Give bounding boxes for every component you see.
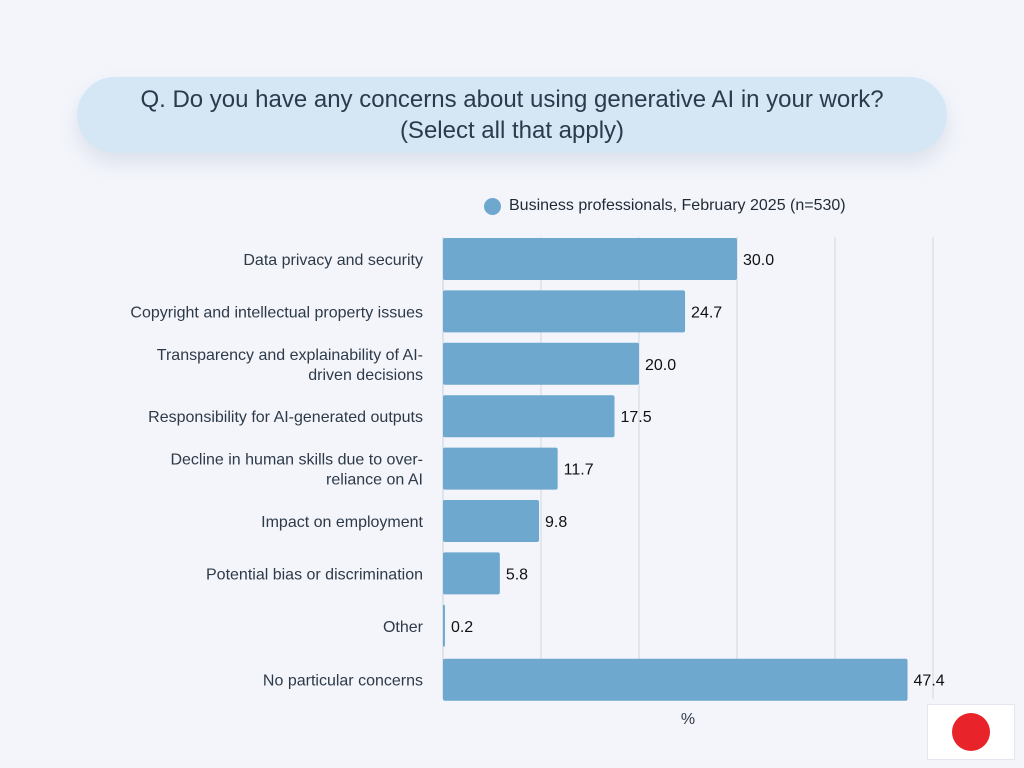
- legend-label: Business professionals, February 2025 (n…: [509, 197, 846, 214]
- data-label: 0.2: [451, 619, 473, 636]
- category-label-line: Transparency and explainability of AI-: [157, 347, 423, 364]
- chart-title: Q. Do you have any concerns about using …: [140, 86, 884, 144]
- category-label: Other: [383, 619, 424, 636]
- data-label: 47.4: [914, 673, 945, 690]
- x-axis-unit-label: %: [681, 711, 695, 728]
- legend-swatch: [484, 197, 501, 215]
- category-label: Copyright and intellectual property issu…: [130, 304, 423, 321]
- bar: [443, 342, 639, 385]
- bar: [443, 238, 737, 280]
- data-label: 24.7: [691, 304, 722, 321]
- data-label: 17.5: [621, 409, 652, 426]
- category-label: Responsibility for AI-generated outputs: [148, 409, 423, 426]
- chart-legend: Business professionals, February 2025 (n…: [484, 196, 846, 216]
- bar: [443, 500, 540, 542]
- category-label: Data privacy and security: [243, 252, 423, 269]
- bar: [443, 447, 558, 490]
- category-label-line: driven decisions: [308, 367, 423, 384]
- category-label: Impact on employment: [261, 514, 423, 531]
- data-label: 5.8: [506, 566, 528, 583]
- bar: [443, 604, 445, 647]
- data-label: 9.8: [545, 514, 567, 531]
- bar: [443, 658, 908, 701]
- category-label: Transparency and explainability of AI-dr…: [157, 347, 423, 384]
- category-label: Potential bias or discrimination: [206, 566, 423, 583]
- data-label: 30.0: [743, 252, 774, 269]
- bar: [443, 290, 686, 333]
- flag-sun: [952, 713, 990, 751]
- data-label: 20.0: [645, 357, 676, 374]
- category-label-line: Decline in human skills due to over-: [170, 452, 423, 469]
- data-label: 11.7: [564, 462, 594, 479]
- bar: [443, 395, 615, 438]
- category-label: No particular concerns: [263, 673, 423, 690]
- category-label: Decline in human skills due to over-reli…: [170, 452, 423, 489]
- category-label-line: reliance on AI: [326, 472, 423, 489]
- bar: [443, 552, 500, 595]
- chart-title-banner: Q. Do you have any concerns about using …: [77, 77, 947, 153]
- japan-flag-icon: [927, 704, 1015, 760]
